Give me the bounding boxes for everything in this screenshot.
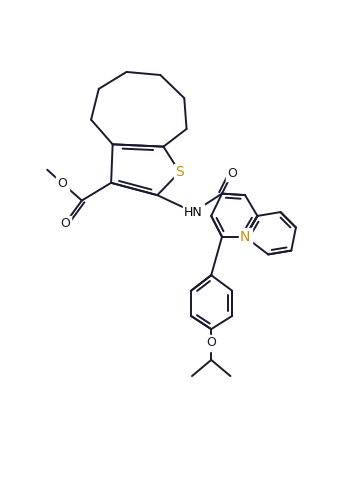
Text: HN: HN [184,206,203,219]
Text: S: S [175,165,184,179]
Text: O: O [227,167,237,180]
Text: O: O [60,217,70,230]
Text: O: O [58,177,68,190]
Text: N: N [240,230,250,244]
Text: O: O [206,336,216,349]
